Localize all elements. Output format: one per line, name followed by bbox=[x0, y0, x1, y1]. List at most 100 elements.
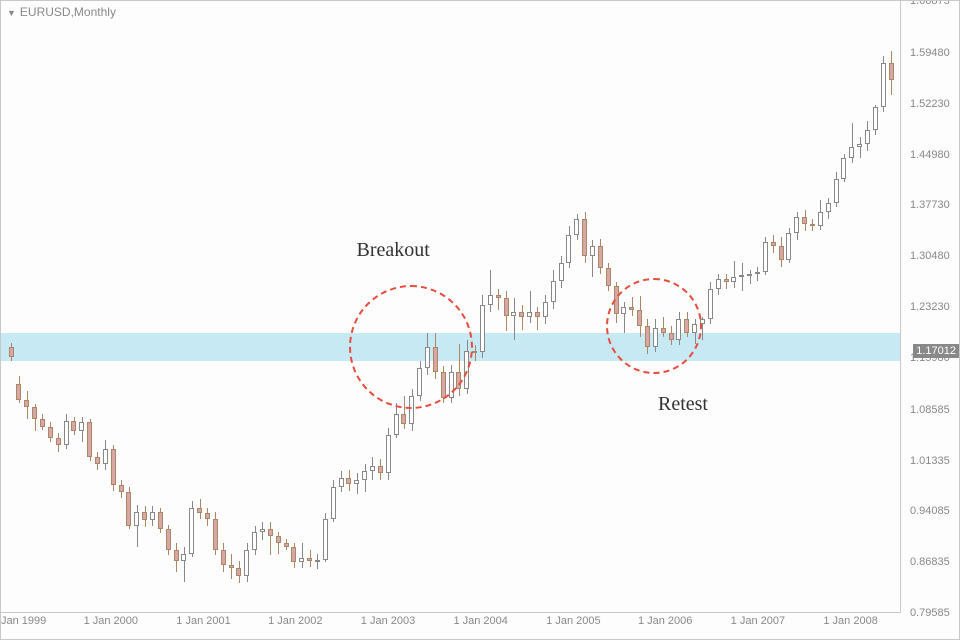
candle-body bbox=[291, 547, 296, 562]
candle-body bbox=[873, 107, 878, 130]
candle-body bbox=[441, 372, 446, 398]
x-axis: 1 Jan 1999 1 Jan 2000 1 Jan 2001 1 Jan 2002… bbox=[1, 611, 901, 639]
candle-body bbox=[826, 203, 831, 211]
candle-body bbox=[331, 487, 336, 519]
x-tick-label: 1 Jan 2002 bbox=[268, 615, 322, 627]
candle-wick bbox=[490, 270, 491, 312]
candle-body bbox=[661, 328, 666, 333]
x-tick-label: 1 Jan 2003 bbox=[361, 615, 415, 627]
candle-body bbox=[48, 427, 53, 438]
candle-body bbox=[881, 63, 886, 106]
candle-wick bbox=[514, 298, 515, 340]
candle-body bbox=[496, 295, 501, 299]
candle-body bbox=[865, 130, 870, 144]
candle-body bbox=[56, 438, 61, 446]
candle-body bbox=[731, 277, 736, 282]
candle-body bbox=[724, 279, 729, 282]
candle-body bbox=[213, 519, 218, 551]
y-tick-label: 0.79585 bbox=[904, 607, 959, 619]
x-tick-label: 1 Jan 1999 bbox=[0, 615, 46, 627]
candle-wick bbox=[742, 263, 743, 291]
candle-body bbox=[488, 295, 493, 306]
candle-body bbox=[299, 558, 304, 563]
candle-wick bbox=[522, 305, 523, 330]
y-tick-label: 0.86835 bbox=[904, 556, 959, 568]
candle-body bbox=[786, 233, 791, 260]
candle-body bbox=[103, 449, 108, 464]
candle-body bbox=[142, 512, 147, 520]
y-axis: 1.668751.594801.522301.449801.377301.304… bbox=[899, 1, 959, 613]
y-tick-label: 1.44980 bbox=[904, 149, 959, 161]
candle-body bbox=[16, 384, 21, 399]
x-tick-label: 1 Jan 2001 bbox=[176, 615, 230, 627]
candle-body bbox=[566, 235, 571, 263]
candle-body bbox=[535, 312, 540, 317]
candle-body bbox=[284, 543, 289, 547]
candle-body bbox=[315, 560, 320, 562]
candle-body bbox=[9, 347, 14, 357]
candle-body bbox=[189, 508, 194, 554]
candle-body bbox=[401, 414, 406, 425]
candle-body bbox=[763, 242, 768, 272]
chart-title[interactable]: ▼ EURUSD,Monthly bbox=[7, 5, 116, 19]
candle-body bbox=[519, 312, 524, 317]
x-tick-label: 1 Jan 2000 bbox=[84, 615, 138, 627]
y-tick-label: 1.08585 bbox=[904, 404, 959, 416]
candle-body bbox=[370, 466, 375, 471]
candle-body bbox=[150, 512, 155, 520]
candle-body bbox=[276, 536, 281, 543]
candle-body bbox=[802, 217, 807, 224]
candle-body bbox=[236, 568, 241, 576]
annotation-label: Retest bbox=[658, 393, 708, 416]
candle-body bbox=[32, 407, 37, 420]
candle-body bbox=[590, 246, 595, 257]
y-tick-label: 1.52230 bbox=[904, 98, 959, 110]
candle-body bbox=[174, 550, 179, 561]
candle-body bbox=[834, 179, 839, 204]
candle-wick bbox=[530, 291, 531, 323]
candle-body bbox=[511, 312, 516, 316]
dropdown-icon[interactable]: ▼ bbox=[7, 8, 16, 18]
candle-body bbox=[362, 471, 367, 480]
title-text: EURUSD,Monthly bbox=[20, 5, 116, 19]
candle-body bbox=[64, 421, 69, 446]
candle-body bbox=[684, 319, 689, 333]
plot-area[interactable]: BreakoutRetest bbox=[1, 1, 901, 613]
candle-wick bbox=[537, 307, 538, 329]
current-price-marker: 1.17012 bbox=[913, 344, 959, 358]
candle-body bbox=[637, 310, 642, 326]
candle-body bbox=[480, 305, 485, 352]
candle-body bbox=[71, 421, 76, 431]
candle-body bbox=[378, 466, 383, 473]
candle-body bbox=[559, 263, 564, 281]
candle-wick bbox=[475, 345, 476, 361]
candle-body bbox=[197, 508, 202, 513]
candle-wick bbox=[860, 137, 861, 158]
candle-body bbox=[433, 347, 438, 372]
candle-body bbox=[889, 63, 894, 80]
candle-wick bbox=[357, 473, 358, 494]
y-tick-label: 1.30480 bbox=[904, 250, 959, 262]
candle-body bbox=[386, 435, 391, 474]
candle-body bbox=[755, 272, 760, 274]
candle-body bbox=[606, 268, 611, 286]
candle-body bbox=[111, 449, 116, 485]
candle-body bbox=[268, 529, 273, 536]
candle-body bbox=[771, 242, 776, 246]
candle-body bbox=[166, 529, 171, 550]
candle-body bbox=[779, 246, 784, 260]
chart-container: ▼EURUSD,Monthly BreakoutRetest 1.668751.… bbox=[0, 0, 960, 640]
candle-body bbox=[645, 326, 650, 347]
candle-wick bbox=[734, 261, 735, 288]
candle-body bbox=[79, 422, 84, 430]
candle-body bbox=[260, 529, 265, 531]
candle-body bbox=[810, 224, 815, 226]
candle-body bbox=[621, 307, 626, 314]
candle-body bbox=[417, 368, 422, 396]
candle-wick bbox=[302, 543, 303, 568]
candle-body bbox=[669, 333, 674, 340]
support-resistance-zone bbox=[1, 333, 900, 361]
candle-body bbox=[181, 554, 186, 561]
candle-wick bbox=[663, 317, 664, 337]
candle-body bbox=[849, 147, 854, 158]
